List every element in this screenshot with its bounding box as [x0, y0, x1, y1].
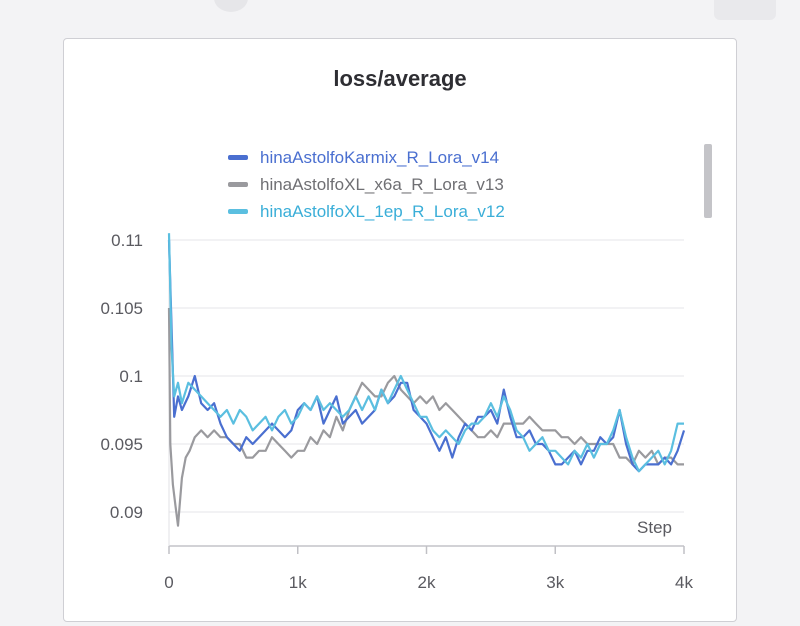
legend-item-v13[interactable]: hinaAstolfoXL_x6a_R_Lora_v13	[228, 171, 505, 198]
legend-label: hinaAstolfoKarmix_R_Lora_v14	[260, 147, 500, 167]
chart-legend: hinaAstolfoKarmix_R_Lora_v14 hinaAstolfo…	[228, 144, 505, 225]
y-tick-label: 0.09	[110, 503, 143, 522]
chart-title: loss/average	[333, 66, 467, 91]
x-tick-label: 3k	[546, 573, 564, 592]
top-toolbar	[0, 0, 800, 30]
legend-swatch	[228, 209, 248, 214]
y-tick-label: 0.1	[119, 367, 143, 386]
legend-item-v14[interactable]: hinaAstolfoKarmix_R_Lora_v14	[228, 144, 505, 171]
toolbar-circle-button[interactable]	[214, 0, 248, 12]
legend-scrollbar[interactable]	[704, 144, 712, 218]
series-line-1	[167, 239, 686, 473]
chart-panel	[63, 38, 737, 622]
series-lines	[167, 233, 686, 527]
legend-label: hinaAstolfoXL_x6a_R_Lora_v13	[260, 174, 504, 194]
legend-swatch	[228, 182, 248, 187]
legend-swatch	[228, 155, 248, 160]
x-tick-label: 4k	[675, 573, 693, 592]
gridlines	[169, 239, 684, 513]
x-tick-label: 2k	[418, 573, 436, 592]
legend-item-v12[interactable]: hinaAstolfoXL_1ep_R_Lora_v12	[228, 198, 505, 225]
axes: 0.11 0.105 0.1 0.095 0.09 0 1k 2k 3k 4k	[100, 231, 693, 592]
y-tick-label: 0.095	[100, 435, 143, 454]
y-tick-label: 0.11	[111, 231, 143, 250]
toolbar-menu-button[interactable]	[714, 0, 776, 20]
x-tick-label: 1k	[289, 573, 307, 592]
x-tick-label: 0	[164, 573, 173, 592]
y-tick-label: 0.105	[100, 299, 143, 318]
x-axis-label: Step	[637, 518, 672, 537]
legend-label: hinaAstolfoXL_1ep_R_Lora_v12	[260, 201, 505, 221]
series-line-3	[167, 233, 684, 473]
